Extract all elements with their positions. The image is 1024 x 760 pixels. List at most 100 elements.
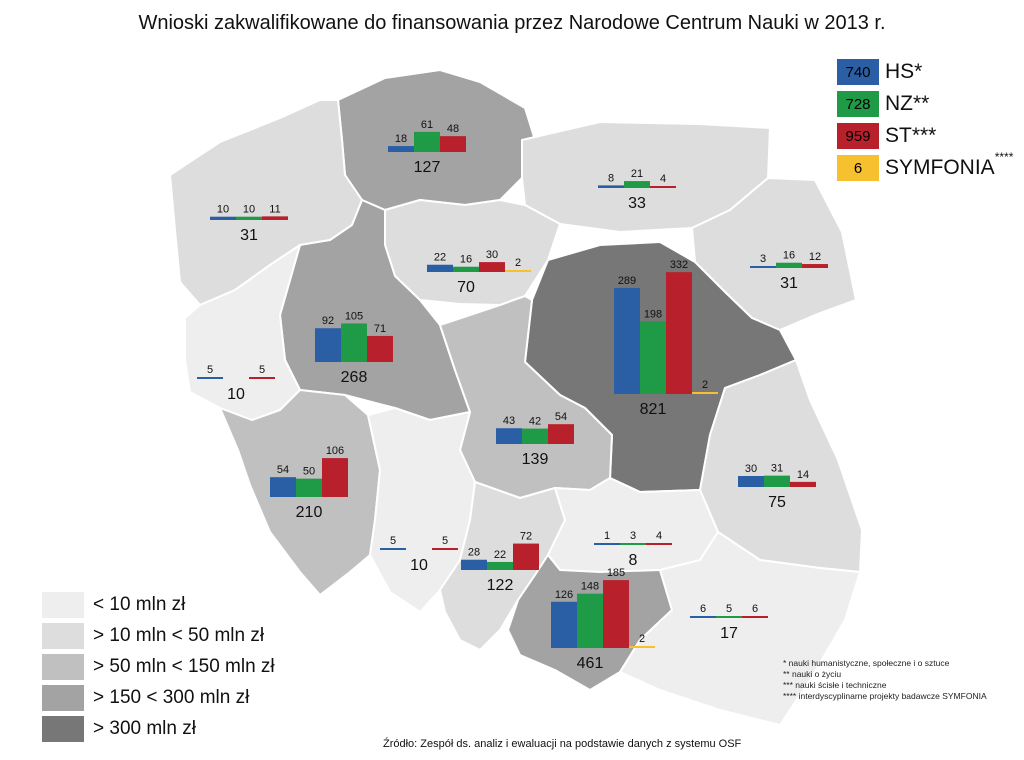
legend-label: SYMFONIA **** [885, 150, 1013, 180]
legend-label: ST*** [885, 124, 936, 148]
legend-label-text: NZ** [885, 92, 930, 115]
bar-nz [776, 262, 802, 268]
scale-legend-item: > 10 mln < 50 mln zł [42, 623, 275, 649]
bar-value-label: 5 [726, 603, 732, 615]
bar-value-label: 185 [607, 567, 625, 579]
legend-item-st: 959 ST*** [837, 121, 1022, 151]
scale-label: > 300 mln zł [93, 718, 196, 739]
bar-value-label: 105 [345, 310, 363, 322]
bar-hs [594, 543, 620, 545]
region-total-label: 210 [296, 504, 323, 521]
bar-value-label: 4 [660, 173, 666, 185]
region-bar-group: 28 22 72 122 [461, 531, 539, 594]
scale-swatch [42, 623, 84, 649]
bar-value-label: 14 [797, 469, 809, 481]
bar-value-label: 11 [269, 203, 280, 215]
bar-value-label: 48 [447, 123, 459, 135]
legend-item-hs: 740 HS* [837, 57, 1022, 87]
bar-hs [461, 559, 487, 570]
legend-label: HS* [885, 60, 922, 84]
legend-swatch: 740 [837, 59, 879, 85]
scale-label: > 150 < 300 mln zł [93, 687, 250, 708]
bar-sym [505, 270, 531, 272]
bar-value-label: 148 [581, 581, 599, 593]
bar-hs [380, 548, 406, 550]
bar-value-label: 43 [503, 415, 515, 427]
region-total-label: 139 [522, 451, 549, 468]
bar-st [513, 543, 539, 570]
bar-nz [620, 543, 646, 545]
bar-st [802, 264, 828, 268]
bar-value-label: 21 [631, 168, 643, 180]
region-total-label: 10 [410, 557, 428, 574]
legend-superscript: **** [994, 150, 1014, 164]
legend-swatch: 728 [837, 91, 879, 117]
bar-value-label: 5 [259, 364, 265, 376]
voivodeship-shapes [169, 69, 863, 726]
bar-nz [414, 131, 440, 152]
bar-value-label: 5 [442, 535, 448, 547]
bar-st [646, 543, 672, 545]
bar-value-label: 1 [604, 530, 610, 542]
bar-st [479, 262, 505, 272]
region-total-label: 821 [640, 401, 667, 418]
bar-value-label: 289 [618, 275, 636, 287]
bar-hs [270, 477, 296, 497]
bar-value-label: 10 [243, 204, 255, 216]
region-total-label: 75 [768, 494, 786, 511]
region-bar-group: 43 42 54 139 [496, 411, 574, 468]
legend-item-symfonia: 6 SYMFONIA **** [837, 150, 1022, 183]
region-bar-group: 1 3 4 8 [594, 530, 672, 569]
legend-item-nz: 728 NZ** [837, 89, 1022, 119]
source-note: Źródło: Zespół ds. analiz i ewaluacji na… [383, 738, 742, 750]
bar-hs [315, 328, 341, 362]
bar-hs [388, 146, 414, 152]
region-shape [619, 531, 861, 726]
bar-hs [750, 266, 776, 268]
bar-value-label: 2 [515, 257, 521, 269]
bar-value-label: 6 [752, 603, 758, 615]
bar-value-label: 16 [783, 250, 795, 262]
bar-st [432, 548, 458, 550]
bar-nz [624, 181, 650, 188]
region-bar-group: 92 105 71 268 [315, 310, 393, 386]
region-total-label: 33 [628, 195, 646, 212]
legend-label: NZ** [885, 92, 929, 116]
bar-hs [738, 475, 764, 487]
bar-value-label: 28 [468, 547, 480, 559]
region-total-label: 31 [780, 275, 798, 292]
bar-value-label: 332 [670, 259, 688, 271]
region-total-label: 10 [227, 386, 245, 403]
bar-value-label: 106 [326, 445, 344, 457]
bar-st [790, 481, 816, 487]
bar-value-label: 5 [390, 535, 396, 547]
bar-st [666, 272, 692, 394]
scale-legend-item: < 10 mln zł [42, 592, 275, 618]
bar-st [742, 616, 768, 618]
region-bar-group: 22 16 30 2 70 [427, 249, 531, 296]
bar-value-label: 8 [608, 172, 614, 184]
bar-nz [764, 475, 790, 487]
bar-st [440, 136, 466, 152]
bar-nz [236, 216, 262, 220]
scale-label: > 50 mln < 150 mln zł [93, 656, 275, 677]
bar-value-label: 18 [395, 133, 407, 145]
bar-value-label: 6 [700, 603, 706, 615]
footnote-line: * nauki humanistyczne, społeczne i o szt… [783, 658, 950, 668]
scale-legend-item: > 50 mln < 150 mln zł [42, 654, 275, 680]
region-bar-group: 30 31 14 75 [738, 463, 816, 511]
bar-nz [640, 321, 666, 394]
bar-nz [487, 561, 513, 570]
bar-value-label: 126 [555, 589, 573, 601]
bar-value-label: 10 [217, 204, 229, 216]
bar-value-label: 50 [303, 466, 315, 478]
scale-swatch [42, 685, 84, 711]
bar-value-label: 31 [771, 463, 783, 475]
bar-value-label: 198 [644, 308, 662, 320]
scale-swatch [42, 592, 84, 618]
bar-nz [296, 478, 322, 497]
region-total-label: 17 [720, 625, 738, 642]
bar-value-label: 54 [555, 411, 567, 423]
bar-value-label: 3 [630, 530, 636, 542]
